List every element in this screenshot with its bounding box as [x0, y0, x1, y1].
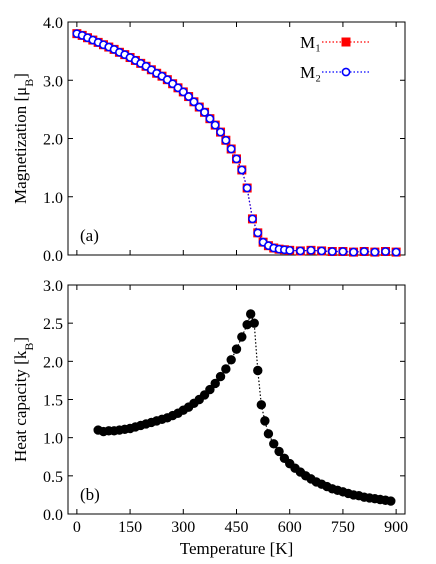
marker [260, 416, 270, 426]
legend-symbol [341, 37, 351, 47]
marker [295, 246, 305, 256]
marker [189, 97, 199, 107]
marker [327, 247, 337, 256]
y-axis-label-part: ] [11, 73, 30, 79]
series-markers [72, 29, 401, 257]
marker [370, 247, 380, 257]
marker [210, 120, 220, 130]
marker [359, 247, 369, 256]
marker [269, 439, 279, 449]
marker [221, 364, 231, 374]
marker [317, 246, 327, 256]
marker [226, 144, 236, 154]
series-markers [72, 29, 401, 257]
marker [338, 247, 348, 256]
marker [205, 384, 215, 395]
y-axis-label-part: B [22, 343, 36, 351]
legend-marker [341, 37, 351, 47]
marker [386, 496, 396, 506]
marker [210, 378, 220, 389]
marker [178, 87, 188, 97]
series-line [98, 312, 391, 502]
legend-marker [341, 67, 351, 77]
marker [381, 247, 390, 256]
marker [249, 318, 259, 328]
marker [306, 245, 316, 255]
y-axis-label: Heat capacity [kB] [11, 337, 36, 462]
marker [184, 92, 194, 101]
x-tick-label: 450 [225, 519, 249, 536]
marker [231, 344, 242, 354]
y-tick-label: 3.0 [43, 73, 63, 90]
marker [391, 247, 401, 257]
series-line [76, 33, 397, 253]
marker [349, 247, 358, 257]
legend-label: M₂ [300, 63, 321, 82]
plot-frame [67, 284, 406, 515]
x-axis-label: Temperature [K] [180, 539, 294, 558]
series-line [76, 33, 397, 253]
marker [221, 135, 231, 145]
x-tick-label: 600 [278, 519, 302, 536]
marker [242, 183, 252, 193]
y-tick-label: 1.5 [43, 393, 63, 410]
panel-label: (b) [80, 485, 100, 504]
panel-label: (a) [80, 226, 99, 245]
marker [200, 107, 209, 117]
marker [274, 446, 284, 457]
y-tick-label: 2.0 [43, 132, 63, 149]
marker [215, 371, 226, 382]
marker [253, 228, 263, 238]
legend-label: M₁ [300, 33, 321, 52]
y-axis-label-part: Heat capacity [k [11, 350, 30, 462]
legend-symbol [341, 67, 351, 77]
y-axis-label-part: B [22, 79, 36, 87]
marker [216, 127, 225, 137]
x-tick-label: 900 [384, 519, 408, 536]
x-tick-label: 150 [118, 519, 142, 536]
y-tick-label: 2.5 [43, 316, 63, 333]
y-tick-label: 0.0 [43, 507, 63, 524]
y-tick-label: 2.0 [43, 354, 63, 371]
y-tick-label: 4.0 [43, 15, 63, 32]
marker [237, 165, 247, 175]
x-tick-label: 0 [73, 519, 81, 536]
marker [256, 400, 267, 410]
marker [232, 154, 241, 164]
marker [205, 114, 215, 124]
marker [253, 365, 263, 376]
plot-frame [67, 21, 406, 256]
y-axis-label-part: ] [11, 337, 30, 343]
marker [226, 355, 236, 365]
marker [263, 429, 274, 439]
series-markers [93, 309, 396, 506]
marker [237, 332, 247, 342]
y-axis-label: Magnetization [μB] [11, 73, 36, 204]
y-axis-label-part: Magnetization [μ [11, 87, 30, 204]
marker [248, 214, 257, 224]
y-tick-label: 0.0 [43, 248, 63, 265]
y-tick-label: 3.0 [43, 278, 63, 295]
y-tick-label: 1.0 [43, 190, 63, 207]
y-tick-label: 0.5 [43, 469, 63, 486]
marker [194, 102, 204, 112]
x-tick-label: 300 [171, 519, 195, 536]
x-tick-label: 750 [331, 519, 355, 536]
y-tick-label: 1.0 [43, 431, 63, 448]
marker [245, 309, 256, 319]
marker [285, 245, 295, 255]
